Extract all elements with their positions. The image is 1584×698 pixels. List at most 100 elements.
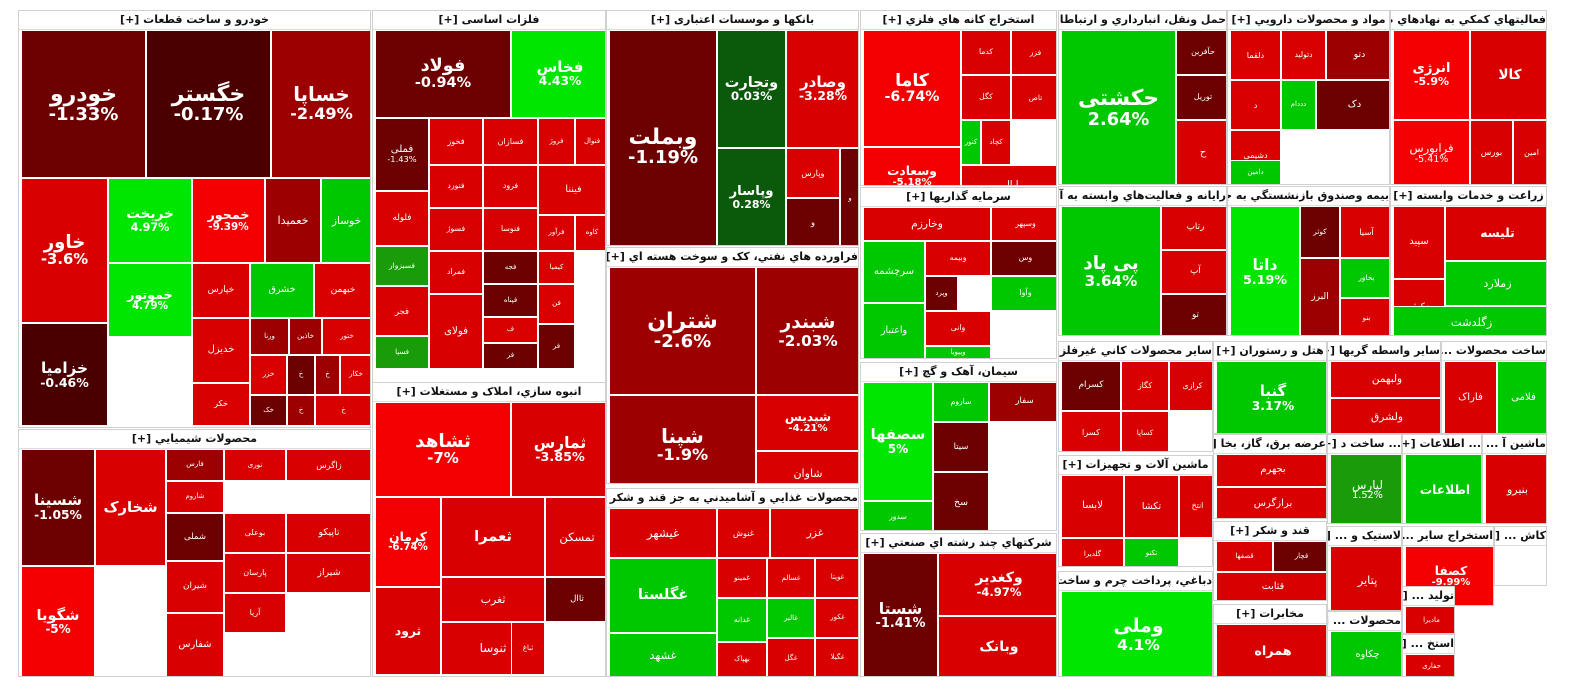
stock-tile[interactable]: وآوا [991,276,1056,311]
stock-tile[interactable]: رتاپ [1161,206,1226,250]
sector-title[interactable]: فلزات اساسی [+] [373,11,605,30]
stock-tile[interactable]: خ [287,355,315,395]
stock-tile[interactable]: لابسا [1061,475,1124,538]
stock-tile[interactable]: زگلدشت [1393,306,1546,335]
stock-tile[interactable]: زملارد [1445,261,1546,306]
stock-tile[interactable]: برازگرس [1216,487,1326,518]
stock-tile[interactable]: فنوال [575,118,605,165]
stock-tile[interactable]: کرمان -6.74% [375,497,441,587]
sector-title[interactable]: سيمان، آهک و گچ [+] [861,363,1056,382]
stock-tile[interactable]: کاوه [575,215,605,251]
stock-tile[interactable]: سدور [863,501,933,530]
stock-tile[interactable]: دددام [1281,80,1316,130]
stock-tile[interactable]: شتران -2.6% [609,267,756,395]
sector-title[interactable]: ماشین آ ... [+] [1483,435,1546,454]
stock-tile[interactable]: ح [1176,120,1226,184]
stock-tile[interactable]: خریخت 4.97% [108,178,192,263]
stock-tile[interactable]: پارسان [224,553,286,593]
stock-tile[interactable]: آپ [1161,250,1226,294]
stock-tile[interactable]: فلامی [1497,361,1546,433]
sector-title[interactable]: شرکتهاي چند رشته اي صنعتي [+] [861,534,1056,553]
sector-title[interactable]: مخابرات [+] [1214,605,1326,624]
stock-tile[interactable]: سپید [1393,206,1445,279]
sector-title[interactable]: ماشين آلات و تجهيزات [+] [1059,456,1212,475]
stock-tile[interactable]: خوساز [321,178,370,263]
stock-tile[interactable]: تمسکن [545,497,605,577]
stock-tile[interactable]: فزر [1011,30,1056,75]
stock-tile[interactable]: آریا [224,593,286,633]
stock-tile[interactable]: دتولید [1281,30,1326,80]
stock-tile[interactable]: شبندر -2.03% [756,267,858,395]
stock-tile[interactable]: غگیلا [815,638,858,676]
stock-tile[interactable]: کاما -6.74% [863,30,961,147]
stock-tile[interactable]: امین [1513,120,1546,184]
stock-tile[interactable]: پتایر [1330,546,1401,610]
stock-tile[interactable]: قصفها [1216,541,1273,572]
stock-tile[interactable]: فمراد [429,251,483,294]
sector-title[interactable]: مواد و محصولات دارويي [+] [1228,11,1389,30]
stock-tile[interactable]: فرابورس -5.41% [1393,120,1470,184]
stock-tile[interactable]: وتجارت 0.03% [717,30,786,148]
stock-tile[interactable]: ثشاهد -7% [375,402,511,497]
stock-tile[interactable]: خزر [250,355,287,395]
stock-tile[interactable]: غگل [767,638,815,676]
stock-tile[interactable]: انتخ [1179,475,1212,538]
stock-tile[interactable]: فرود [483,165,538,208]
stock-tile[interactable]: خ [315,395,370,426]
stock-tile[interactable]: وبملت -1.19% [609,30,717,245]
stock-tile[interactable]: آسیا [1340,206,1389,258]
stock-tile[interactable]: نوری [224,449,286,481]
sector-title[interactable]: عرضه برق، گاز، بخا [+] [1214,435,1326,454]
stock-tile[interactable]: دک [1316,80,1389,130]
sector-title[interactable]: زراعت و خدمات وابسته [+] [1391,187,1546,206]
stock-tile[interactable]: وس [991,241,1056,276]
stock-tile[interactable]: البرز [1300,258,1340,335]
stock-tile[interactable]: فلوله [375,191,429,246]
stock-tile[interactable]: پی پاد 3.64% [1061,206,1161,335]
stock-tile[interactable]: فملی -1.43% [375,118,429,191]
stock-tile[interactable]: اپال [961,165,1056,185]
stock-tile[interactable]: ثاال [545,577,605,622]
sector-title[interactable]: فراورده هاي نفتي، کک و سوخت هسته اي [+] [607,248,858,267]
sector-title[interactable]: استخراج سایر ... [+] [1403,527,1493,546]
stock-tile[interactable]: ثرود [375,587,441,675]
stock-tile[interactable]: فنورد [429,165,483,208]
stock-tile[interactable]: ثعمرا [441,497,545,577]
stock-tile[interactable]: فسازان [483,118,538,165]
stock-tile[interactable]: بورس [1470,120,1513,184]
stock-tile[interactable]: غشهد [609,633,717,676]
stock-tile[interactable]: وانی [925,311,991,346]
sector-title[interactable]: کاش ... [+] [1495,527,1546,546]
sector-title[interactable]: هتل و رستوران [+] [1214,342,1326,361]
stock-tile[interactable]: کوثر [1300,206,1340,258]
sector-title[interactable]: خودرو و ساخت قطعات [+] [19,11,370,30]
stock-tile[interactable]: ساروم [933,382,989,422]
stock-tile[interactable]: شستا -1.41% [863,553,938,676]
stock-tile[interactable]: و [786,198,840,245]
stock-tile[interactable]: سیتا [933,422,989,472]
stock-tile[interactable]: فپناه [483,284,538,317]
sector-title[interactable]: بيمه وصندوق بازنشستگي به جزتا [+] [1228,187,1389,206]
stock-tile[interactable]: خساپا -2.49% [271,30,370,178]
stock-tile[interactable]: فن [538,284,575,324]
stock-tile[interactable]: غکور [815,598,858,638]
stock-tile[interactable]: خاور -3.6% [21,178,108,323]
stock-tile[interactable]: فخوز [429,118,483,165]
stock-tile[interactable]: ولبهمن [1330,361,1440,398]
stock-tile[interactable]: خگستر -0.17% [146,30,271,178]
stock-tile[interactable]: شفارس [166,613,224,676]
stock-tile[interactable]: وپاسار 0.28% [717,148,786,245]
stock-tile[interactable]: خموتور 4.79% [108,263,192,337]
stock-tile[interactable]: کدما [961,30,1011,75]
stock-tile[interactable]: فسوژ [429,208,483,251]
stock-tile[interactable]: دلقما [1230,30,1281,80]
stock-tile[interactable]: لپارس 1.52% [1330,454,1401,523]
stock-tile[interactable]: واعتبار [863,303,925,358]
stock-tile[interactable]: بنیرو [1485,454,1546,523]
stock-tile[interactable]: و [840,148,858,245]
stock-tile[interactable]: فولای [429,294,483,369]
stock-tile[interactable]: خکار [340,355,370,395]
stock-tile[interactable]: فیننا [538,165,605,215]
sector-title[interactable]: بانکها و موسسات اعتباری [+] [607,11,858,30]
stock-tile[interactable]: شملی [166,513,224,561]
